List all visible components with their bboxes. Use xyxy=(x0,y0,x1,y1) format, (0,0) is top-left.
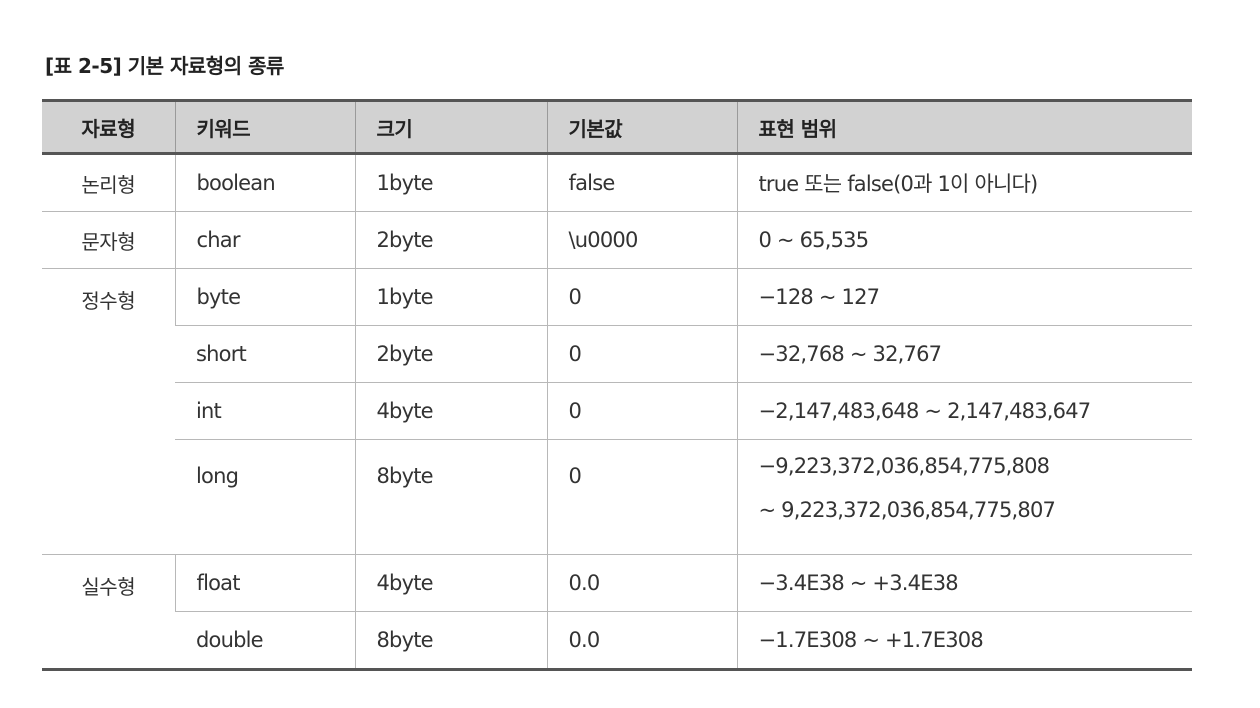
group-floating-point: 실수형 xyxy=(42,554,175,671)
range-cell: −2,147,483,648 ~ 2,147,483,647 xyxy=(736,382,1192,440)
data-type-table: 자료형 키워드 크기 기본값 표현 범위 논리형 boolean 1byte f… xyxy=(42,99,1192,671)
default-cell: 0 xyxy=(546,268,737,326)
table-row: 정수형 byte 1byte 0 −128 ~ 127 xyxy=(42,268,1192,555)
group-character: 문자형 xyxy=(42,211,175,269)
table-row: 논리형 boolean 1byte false true 또는 false(0과… xyxy=(42,153,1192,212)
size-cell: 1byte xyxy=(354,153,547,212)
size-cell: 1byte xyxy=(354,268,547,326)
default-cell: \u0000 xyxy=(546,211,737,269)
size-cell: 4byte xyxy=(354,382,547,440)
table-row: int 4byte 0 −2,147,483,648 ~ 2,147,483,6… xyxy=(42,382,1192,440)
size-cell: 2byte xyxy=(354,325,547,383)
default-cell: 0.0 xyxy=(546,611,737,671)
table-row: long 8byte 0 −9,223,372,036,854,775,808 … xyxy=(42,439,1192,555)
header-keyword: 키워드 xyxy=(174,99,355,155)
group-logical: 논리형 xyxy=(42,153,175,212)
range-cell: true 또는 false(0과 1이 아니다) xyxy=(736,153,1192,212)
size-cell: 8byte xyxy=(354,611,547,671)
keyword-cell: double xyxy=(175,611,355,671)
header-type: 자료형 xyxy=(42,99,175,155)
table-caption: [표 2-5] 기본 자료형의 종류 xyxy=(45,54,284,78)
default-cell: false xyxy=(546,153,737,212)
group-integer: 정수형 xyxy=(42,268,175,555)
range-cell: −32,768 ~ 32,767 xyxy=(736,325,1192,383)
header-row: 자료형 키워드 크기 기본값 표현 범위 xyxy=(42,99,1192,155)
default-cell: 0 xyxy=(546,439,737,555)
header-range: 표현 범위 xyxy=(736,99,1192,155)
table-row: 문자형 char 2byte \u0000 0 ~ 65,535 xyxy=(42,211,1192,269)
range-line-1: −9,223,372,036,854,775,808 xyxy=(758,454,1051,478)
range-cell: −3.4E38 ~ +3.4E38 xyxy=(736,554,1192,612)
default-cell: 0 xyxy=(546,382,737,440)
range-cell: −9,223,372,036,854,775,808 ~ 9,223,372,0… xyxy=(736,439,1192,555)
table-row: 실수형 float 4byte 0.0 −3.4E38 ~ +3.4E38 xyxy=(42,554,1192,671)
range-cell: 0 ~ 65,535 xyxy=(736,211,1192,269)
default-cell: 0 xyxy=(546,325,737,383)
size-cell: 2byte xyxy=(354,211,547,269)
header-size: 크기 xyxy=(354,99,547,155)
range-cell: −128 ~ 127 xyxy=(736,268,1192,326)
keyword-cell: char xyxy=(174,211,355,269)
keyword-cell: short xyxy=(175,325,355,383)
default-cell: 0.0 xyxy=(546,554,737,612)
range-cell: −1.7E308 ~ +1.7E308 xyxy=(736,611,1192,671)
keyword-cell: boolean xyxy=(174,153,355,212)
range-line-2: ~ 9,223,372,036,854,775,807 xyxy=(758,498,1056,522)
header-default: 기본값 xyxy=(546,99,737,155)
keyword-cell: int xyxy=(175,382,355,440)
size-cell: 8byte xyxy=(354,439,547,555)
table-row: short 2byte 0 −32,768 ~ 32,767 xyxy=(42,325,1192,383)
keyword-cell: byte xyxy=(174,268,355,326)
keyword-cell: long xyxy=(175,439,355,555)
table-row: double 8byte 0.0 −1.7E308 ~ +1.7E308 xyxy=(42,611,1192,671)
keyword-cell: float xyxy=(174,554,355,612)
size-cell: 4byte xyxy=(354,554,547,612)
